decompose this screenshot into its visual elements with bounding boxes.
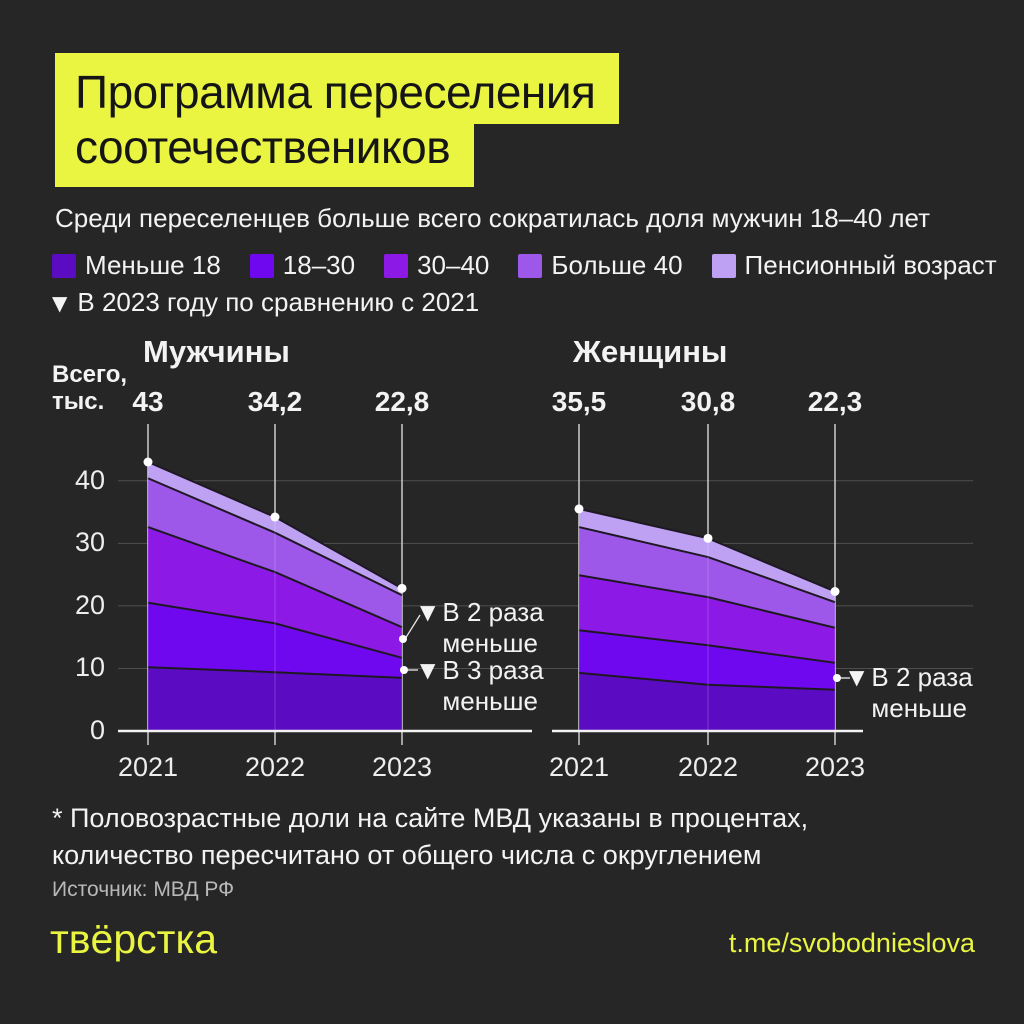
x-axis-year-label: 2021 — [548, 752, 610, 782]
triangle-down-icon: ▼ — [52, 290, 68, 315]
legend-label: 18–30 — [282, 250, 356, 280]
x-axis-year-label: 2022 — [244, 752, 306, 782]
page-title-line2: соотечествеников — [55, 124, 475, 187]
legend-item-2: 30–40 — [384, 250, 489, 281]
legend-item-3: Больше 40 — [518, 250, 683, 281]
legend-label: Пенсионный возраст — [744, 250, 997, 280]
x-axis-year-label: 2023 — [804, 752, 866, 782]
triangle-down-icon: ▼ — [420, 658, 436, 682]
verstka-logo: твёрстка — [50, 916, 218, 962]
total-value-label: 22,8 — [374, 386, 430, 417]
legend-swatch — [384, 253, 409, 278]
y-axis-tick-label: 10 — [74, 652, 105, 683]
annotation-text: В 3 раза меньше — [442, 655, 544, 716]
x-axis-year-label: 2023 — [371, 752, 433, 782]
triangle-down-icon: ▼ — [420, 600, 436, 624]
legend-label: Меньше 18 — [85, 250, 221, 280]
annotation-men-3x: ▼ В 3 раза меньше — [420, 655, 560, 717]
x-axis-year-label: 2021 — [117, 752, 179, 782]
total-value-label: 22,3 — [807, 386, 863, 417]
total-value-label: 35,5 — [551, 386, 607, 417]
legend-item-4: Пенсионный возраст — [711, 250, 997, 281]
legend-swatch — [249, 253, 274, 278]
comparison-note-text: В 2023 году по сравнению с 2021 — [77, 287, 480, 317]
legend-item-1: 18–30 — [249, 250, 356, 281]
triangle-down-icon: ▼ — [849, 665, 865, 689]
y-axis-tick-label: 20 — [74, 589, 105, 620]
y-axis-unit-label: Всего, тыс. — [52, 361, 128, 415]
chart-title-men: Мужчины — [143, 334, 290, 369]
telegram-handle-link[interactable]: t.me/svobodnieslova — [728, 928, 975, 958]
annotation-text: В 2 раза меньше — [871, 662, 973, 723]
y-axis-tick-label: 30 — [74, 527, 105, 558]
chart-title-women: Женщины — [573, 334, 728, 369]
y-axis-tick-label: 0 — [89, 715, 105, 745]
legend-label: Больше 40 — [551, 250, 683, 280]
legend-label: 30–40 — [417, 250, 490, 280]
subtitle: Среди переселенцев больше всего сократил… — [55, 203, 931, 233]
total-value-label: 43 — [132, 386, 164, 417]
legend-item-0: Меньше 18 — [52, 250, 221, 281]
legend-swatch — [711, 253, 736, 278]
footnote: * Половозрастные доли на сайте МВД указа… — [52, 803, 809, 870]
total-value-label: 30,8 — [680, 386, 736, 417]
source-credit: Источник: МВД РФ — [52, 878, 235, 901]
y-axis-tick-label: 40 — [74, 464, 105, 495]
x-axis-year-label: 2022 — [677, 752, 739, 782]
annotation-women-2x: ▼ В 2 раза меньше — [849, 662, 989, 724]
comparison-note: ▼ В 2023 году по сравнению с 2021 — [52, 287, 479, 318]
annotation-text: В 2 раза меньше — [442, 597, 544, 658]
annotation-men-2x: ▼ В 2 раза меньше — [420, 597, 560, 659]
page-title: Программа переселения соотечествеников — [55, 53, 620, 187]
page-title-line1: Программа переселения — [55, 53, 620, 124]
legend-swatch — [518, 253, 543, 278]
legend-swatch — [52, 253, 76, 278]
legend: Меньше 18 18–30 30–40 Больше 40 Пенсионный в… — [52, 250, 997, 281]
total-value-label: 34,2 — [247, 386, 303, 417]
